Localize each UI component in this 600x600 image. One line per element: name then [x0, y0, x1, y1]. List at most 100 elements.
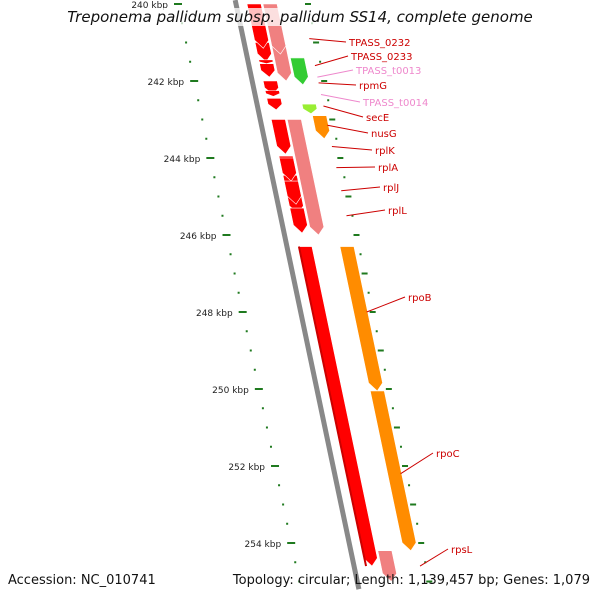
- scale-tick: [391, 407, 394, 410]
- scale-tick: [197, 99, 200, 102]
- gene-label: rpmG: [359, 81, 387, 92]
- scale-labels: 240 kbp 242 kbp 244 kbp 246 kbp 248 kbp 250 k…: [131, 1, 281, 550]
- label-leader: [341, 186, 381, 192]
- gene-label: rpoB: [408, 293, 432, 304]
- scale-tick: [353, 234, 360, 236]
- scale-tick: [253, 368, 256, 371]
- scale-tick: [205, 137, 208, 140]
- gene-label: TPASS_0233: [350, 52, 412, 63]
- gene-arrow: [278, 157, 297, 182]
- gene-label: rpoC: [436, 449, 460, 460]
- scale-tick: [221, 214, 224, 217]
- label-leader: [318, 82, 357, 86]
- gene-label: TPASS_0232: [348, 38, 410, 49]
- label-leader: [317, 69, 354, 78]
- gene-label: rplJ: [383, 183, 399, 194]
- gene-arrow: [312, 115, 330, 140]
- scale-tick: [282, 503, 285, 506]
- scale-tick: [271, 465, 280, 467]
- scale-tick: [217, 195, 220, 198]
- gene-arrow: [339, 246, 383, 392]
- scale-tick: [254, 388, 263, 390]
- label-leader: [327, 124, 369, 134]
- scale-tick: [337, 157, 344, 159]
- label-leader: [314, 55, 349, 67]
- scale-tick: [190, 80, 199, 82]
- scale-tick: [313, 41, 320, 44]
- scale-label: 248 kbp: [196, 309, 233, 319]
- gene-outline: [297, 246, 368, 567]
- scale-tick: [351, 214, 354, 217]
- scale-tick: [418, 542, 425, 544]
- scale-tick: [402, 465, 409, 467]
- label-leader: [346, 209, 386, 217]
- label-leader: [320, 93, 361, 103]
- scale-tick: [287, 542, 296, 544]
- scale-tick: [233, 272, 236, 275]
- gene-label: rplA: [378, 163, 398, 174]
- gene-label: secE: [366, 113, 389, 124]
- scale-tick: [327, 99, 330, 102]
- scale-tick: [359, 253, 362, 256]
- scale-tick: [321, 80, 328, 82]
- gene-label: rplL: [388, 206, 407, 217]
- scale-tick: [408, 484, 411, 487]
- scale-label: 240 kbp: [131, 1, 168, 11]
- scale-tick: [399, 445, 402, 448]
- scale-tick: [377, 349, 384, 352]
- scale-tick: [367, 291, 370, 294]
- scale-tick: [345, 195, 352, 198]
- scale-tick: [369, 311, 376, 313]
- genome-summary-text: Topology: circular; Length: 1,139,457 bp…: [232, 573, 590, 588]
- scale-tick: [294, 561, 297, 564]
- scale-tick: [261, 407, 264, 410]
- label-leader: [400, 452, 434, 475]
- label-leaders: [309, 38, 449, 567]
- scale-tick: [343, 176, 346, 179]
- label-leader: [331, 145, 373, 151]
- gene-arrow: [270, 119, 292, 155]
- scale-tick: [206, 157, 215, 159]
- scale-tick: [424, 561, 427, 564]
- gene-arrow: [289, 57, 309, 86]
- feature-tracks: [246, 3, 417, 582]
- label-leader: [323, 105, 364, 118]
- scale-tick: [265, 426, 268, 429]
- feature-block: [286, 119, 325, 236]
- gene-label: TPASS_t0013: [355, 66, 421, 77]
- scale-tick: [222, 234, 231, 236]
- gene-arrow: [369, 390, 417, 552]
- map-title: Treponema pallidum subsp. pallidum SS14,…: [0, 8, 600, 26]
- scale-tick: [393, 426, 400, 429]
- scale-tick: [383, 368, 386, 371]
- genome-backbone: [232, 0, 362, 590]
- label-leader: [309, 38, 347, 43]
- scale-tick: [426, 580, 433, 583]
- label-leader: [366, 296, 406, 313]
- scale-tick: [229, 253, 232, 256]
- gene-arrow: [377, 550, 397, 582]
- scale-label: 244 kbp: [164, 155, 201, 165]
- scale-label: 242 kbp: [147, 78, 184, 88]
- scale-tick: [174, 3, 182, 5]
- gene-labels: TPASS_0232 TPASS_0233 TPASS_t0013 rpmG TPASS…: [348, 38, 473, 556]
- scale-tick: [305, 3, 311, 5]
- gene-label: nusG: [371, 129, 397, 140]
- scale-tick: [385, 388, 392, 390]
- scale-tick: [238, 311, 247, 313]
- scale-tick: [335, 137, 338, 140]
- gene-label: rpsL: [451, 545, 473, 556]
- scale-tick: [249, 349, 252, 352]
- scale-tick: [201, 118, 204, 121]
- scale-tick: [245, 330, 248, 333]
- scale-tick: [269, 445, 272, 448]
- scale-tick: [213, 176, 216, 179]
- backbone-line: [232, 0, 362, 590]
- gene-arrow: [266, 98, 283, 111]
- gene-arrow: [283, 180, 302, 205]
- gene-arrow: [259, 63, 276, 78]
- scale-label: 250 kbp: [212, 386, 249, 396]
- scale-tick: [329, 118, 336, 121]
- scale-tick: [375, 330, 378, 333]
